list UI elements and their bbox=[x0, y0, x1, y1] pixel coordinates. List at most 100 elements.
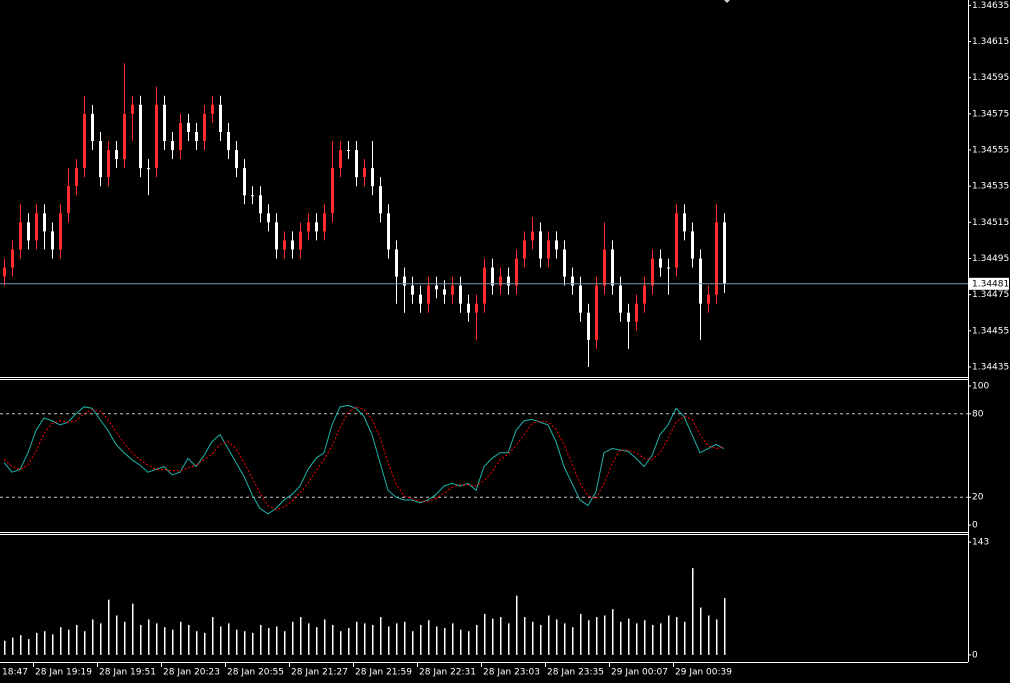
volume-bar bbox=[212, 617, 214, 655]
candle-body bbox=[403, 276, 406, 286]
candle-body bbox=[131, 104, 134, 114]
candle-body bbox=[51, 231, 54, 250]
volume-bar bbox=[372, 624, 374, 655]
candle-body bbox=[435, 285, 438, 290]
volume-bar bbox=[660, 623, 662, 655]
candle-body bbox=[723, 222, 726, 284]
x-tick-label: 28 Jan 19:19 bbox=[35, 668, 92, 678]
candle-body bbox=[699, 258, 702, 304]
volume-bar bbox=[300, 617, 302, 655]
volume-bar bbox=[588, 620, 590, 655]
volume-bar bbox=[516, 595, 518, 655]
volume-bar bbox=[404, 621, 406, 655]
volume-bar bbox=[652, 624, 654, 655]
volume-bar bbox=[180, 621, 182, 655]
y-tick-label: 1.34515 bbox=[972, 218, 1009, 228]
candle-body bbox=[283, 240, 286, 250]
x-tick-label: 29 Jan 00:39 bbox=[675, 668, 732, 678]
candle-body bbox=[635, 303, 638, 322]
candle-body bbox=[19, 222, 22, 250]
volume-bar bbox=[364, 623, 366, 655]
candle-body bbox=[171, 141, 174, 151]
volume-bar bbox=[100, 623, 102, 655]
y-tick-label: 1.34455 bbox=[972, 326, 1009, 336]
candle-body bbox=[99, 141, 102, 178]
candle-body bbox=[251, 195, 254, 197]
candle-body bbox=[299, 231, 302, 250]
candle-body bbox=[651, 258, 654, 286]
candle-body bbox=[379, 186, 382, 214]
volume-bar bbox=[412, 631, 414, 655]
x-tick-label: 29 Jan 00:07 bbox=[611, 668, 668, 678]
candle-body bbox=[547, 240, 550, 259]
y-tick-label: 0 bbox=[972, 650, 978, 660]
candle-body bbox=[667, 267, 670, 269]
volume-bar bbox=[28, 639, 30, 655]
volume-bar bbox=[420, 624, 422, 655]
candle-body bbox=[387, 213, 390, 250]
candle-body bbox=[603, 249, 606, 286]
volume-bar bbox=[484, 613, 486, 655]
candle-body bbox=[483, 267, 486, 304]
candle-body bbox=[347, 150, 350, 152]
volume-bar bbox=[684, 621, 686, 655]
candle-body bbox=[611, 249, 614, 286]
volume-bar bbox=[668, 615, 670, 655]
volume-bar bbox=[148, 619, 150, 655]
candle-body bbox=[179, 122, 182, 151]
volume-bar bbox=[644, 620, 646, 655]
candle-body bbox=[67, 186, 70, 214]
candle-body bbox=[83, 113, 86, 169]
y-tick-label: 0 bbox=[972, 521, 978, 531]
candle-body bbox=[571, 276, 574, 286]
candle-body bbox=[203, 113, 206, 141]
volume-bar bbox=[676, 617, 678, 655]
volume-bar bbox=[76, 624, 78, 655]
volume-bar bbox=[60, 627, 62, 655]
volume-bar bbox=[244, 631, 246, 655]
candle-body bbox=[59, 213, 62, 250]
x-tick-label: 28 Jan 22:31 bbox=[419, 668, 476, 678]
candle-body bbox=[411, 285, 414, 295]
x-tick-label: 28 Jan 21:59 bbox=[355, 668, 412, 678]
volume-bar bbox=[476, 624, 478, 655]
candle-body bbox=[43, 213, 46, 232]
candle-body bbox=[315, 222, 318, 232]
volume-bar bbox=[532, 621, 534, 655]
candle-body bbox=[123, 113, 126, 160]
candle-body bbox=[475, 303, 478, 313]
volume-bar bbox=[428, 620, 430, 655]
volume-bar bbox=[188, 624, 190, 655]
y-tick-label: 1.34635 bbox=[972, 1, 1009, 11]
volume-bar bbox=[564, 623, 566, 655]
candle-body bbox=[363, 168, 366, 178]
volume-bar bbox=[44, 631, 46, 655]
candle-body bbox=[291, 240, 294, 250]
volume-bar bbox=[204, 632, 206, 655]
volume-bar bbox=[308, 623, 310, 655]
volume-bar bbox=[252, 632, 254, 655]
candle-body bbox=[515, 258, 518, 286]
volume-bar bbox=[316, 627, 318, 655]
volume-bar bbox=[524, 617, 526, 655]
volume-bar bbox=[196, 631, 198, 655]
candle-body bbox=[3, 267, 6, 277]
candle-body bbox=[371, 168, 374, 187]
volume-bar bbox=[628, 618, 630, 655]
indicator-line bbox=[3, 404, 725, 515]
candle-body bbox=[419, 294, 422, 304]
volume-bar bbox=[572, 627, 574, 655]
volume-bar bbox=[220, 626, 222, 655]
volume-bar bbox=[500, 617, 502, 655]
candle-body bbox=[195, 131, 198, 141]
candle-body bbox=[339, 150, 342, 169]
volume-bar bbox=[716, 619, 718, 655]
candle-body bbox=[107, 150, 110, 178]
candle-body bbox=[163, 104, 166, 141]
candle-body bbox=[91, 113, 94, 141]
candle-body bbox=[75, 168, 78, 187]
candle-body bbox=[491, 267, 494, 286]
candle-body bbox=[555, 240, 558, 250]
volume-bar bbox=[276, 626, 278, 655]
